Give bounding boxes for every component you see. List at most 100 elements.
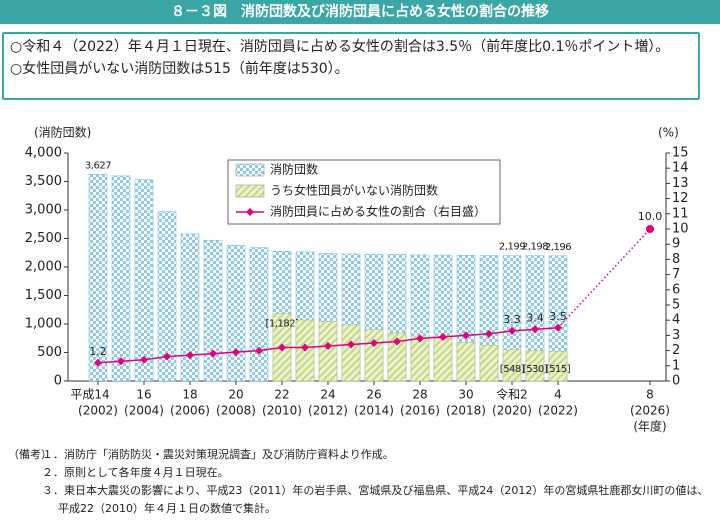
bar-no-women — [502, 349, 522, 382]
ratio-marker — [301, 343, 309, 352]
legend-swatch — [246, 208, 254, 216]
y2-tick-label: 11 — [672, 206, 689, 221]
ratio-marker — [324, 342, 332, 351]
y2-tick-label: 5 — [672, 298, 680, 313]
y-tick-label: 2,000 — [25, 260, 62, 275]
y-tick-label: 1,500 — [25, 288, 62, 303]
y2-tick-label: 2 — [672, 343, 680, 358]
y-tick-label: 4,000 — [25, 146, 62, 161]
y-tick-label: 3,000 — [25, 203, 62, 218]
bar-no-women — [364, 329, 384, 382]
x-tick-label: (2018) — [446, 404, 486, 418]
bar — [134, 179, 154, 382]
chart: (消防団数) (%) 0 500 1,000 1,500 2,000 2,500 3,000 3,… — [25, 125, 689, 434]
y2-tick-label: 8 — [672, 252, 680, 267]
y2-tick-label: 14 — [672, 161, 689, 176]
legend-label: 消防団数 — [270, 162, 318, 177]
x-tick-label: 4 — [554, 388, 562, 402]
data-label: 3.4 — [526, 311, 544, 324]
data-label: [1,182] — [266, 319, 300, 330]
x-tick-label: (2026) — [630, 404, 670, 418]
x-tick-label: (2020) — [492, 404, 532, 418]
x-tick-label: (2012) — [308, 404, 348, 418]
ratio-marker — [94, 358, 102, 367]
ratio-marker — [416, 334, 424, 343]
data-label: 2,196 — [545, 242, 571, 253]
y2-tick-label: 7 — [672, 267, 680, 282]
target-marker — [646, 225, 654, 233]
x-tick-label: 22 — [274, 388, 289, 402]
bar — [203, 239, 223, 382]
bar-no-women — [410, 335, 430, 382]
y2-tick-label: 3 — [672, 328, 680, 343]
y2-tick-label: 15 — [672, 146, 689, 161]
note: ２．原則として各年度４月１日現在。 — [42, 466, 229, 479]
x-tick-label: 26 — [366, 388, 381, 402]
summary-line: ○令和４（2022）年４月１日現在、消防団員に占める女性の割合は3.5％（前年度… — [10, 39, 670, 55]
ratio-marker — [186, 351, 194, 360]
bar — [249, 247, 269, 382]
bar-no-women — [341, 324, 361, 382]
data-label: 2,199 — [499, 242, 525, 253]
y2-tick-label: 12 — [672, 191, 689, 206]
target-connector — [557, 228, 651, 329]
x-axis-title: (年度) — [633, 419, 666, 434]
ratio-marker — [209, 349, 217, 358]
legend-box — [227, 159, 501, 225]
bar — [180, 233, 200, 382]
data-label: 1.2 — [89, 345, 107, 358]
data-label: 3.3 — [503, 313, 521, 326]
x-tick-label: (2016) — [400, 404, 440, 418]
y-tick-label: 2,500 — [25, 231, 62, 246]
bar — [111, 175, 131, 382]
bar — [88, 174, 108, 382]
x-tick-label: 20 — [228, 388, 243, 402]
ratio-marker — [278, 343, 286, 352]
y-tick-label: 1,000 — [25, 317, 62, 332]
data-label: 3,627 — [85, 160, 111, 171]
note: １．消防庁「消防防災・震災対策現況調査」及び消防庁資料より作成。 — [42, 448, 394, 461]
y2-axis-title: (%) — [658, 126, 679, 140]
x-tick-label: (2008) — [216, 404, 256, 418]
bar-no-women — [387, 332, 407, 382]
y-axis-title: (消防団数) — [34, 125, 91, 140]
ratio-marker — [462, 331, 470, 340]
ratio-marker — [370, 339, 378, 347]
x-tick-label: 28 — [412, 388, 427, 402]
summary: ○令和４（2022）年４月１日現在、消防団員に占める女性の割合は3.5％（前年度… — [2, 32, 700, 100]
x-tick-label: (2002) — [78, 404, 118, 418]
y2-tick-label: 1 — [672, 358, 680, 373]
bar-no-women — [548, 351, 568, 382]
x-tick-label: 平成14 — [70, 388, 109, 402]
y-tick-label: 3,500 — [25, 174, 62, 189]
x-tick-label: 8 — [646, 388, 654, 402]
x-tick-label: 24 — [320, 388, 335, 402]
x-tick-label: (2004) — [124, 404, 164, 418]
y2-tick-label: 4 — [672, 313, 680, 328]
legend-swatch — [235, 184, 265, 198]
ratio-marker — [347, 340, 355, 349]
x-tick-label: 18 — [182, 388, 197, 402]
data-label: [548] — [500, 364, 525, 375]
y-tick-label: 0 — [54, 374, 62, 389]
bar-no-women — [525, 350, 545, 382]
legend-label: 消防団員に占める女性の割合（右目盛） — [270, 204, 486, 219]
bar — [226, 245, 246, 382]
y-tick-label: 500 — [37, 345, 62, 360]
x-tick-label: 16 — [136, 388, 151, 402]
x-tick-label: 30 — [458, 388, 473, 402]
data-label: [515] — [546, 364, 571, 375]
x-tick-label: (2006) — [170, 404, 210, 418]
notes: （備考） １．消防庁「消防防災・震災対策現況調査」及び消防庁資料より作成。 ２．… — [8, 446, 714, 518]
bar-no-women — [318, 321, 338, 382]
x-tick-label: (2010) — [262, 404, 302, 418]
ratio-marker — [117, 357, 125, 366]
ratio-marker — [163, 352, 171, 361]
ratio-marker — [485, 329, 493, 338]
x-tick-label: 令和2 — [496, 387, 528, 402]
ratio-marker — [393, 337, 401, 346]
y2-tick-label: 0 — [672, 374, 680, 389]
note: ３．東日本大震災の影響により、平成23（2011）年の岩手県、宮城県及び福島県、… — [42, 484, 709, 515]
